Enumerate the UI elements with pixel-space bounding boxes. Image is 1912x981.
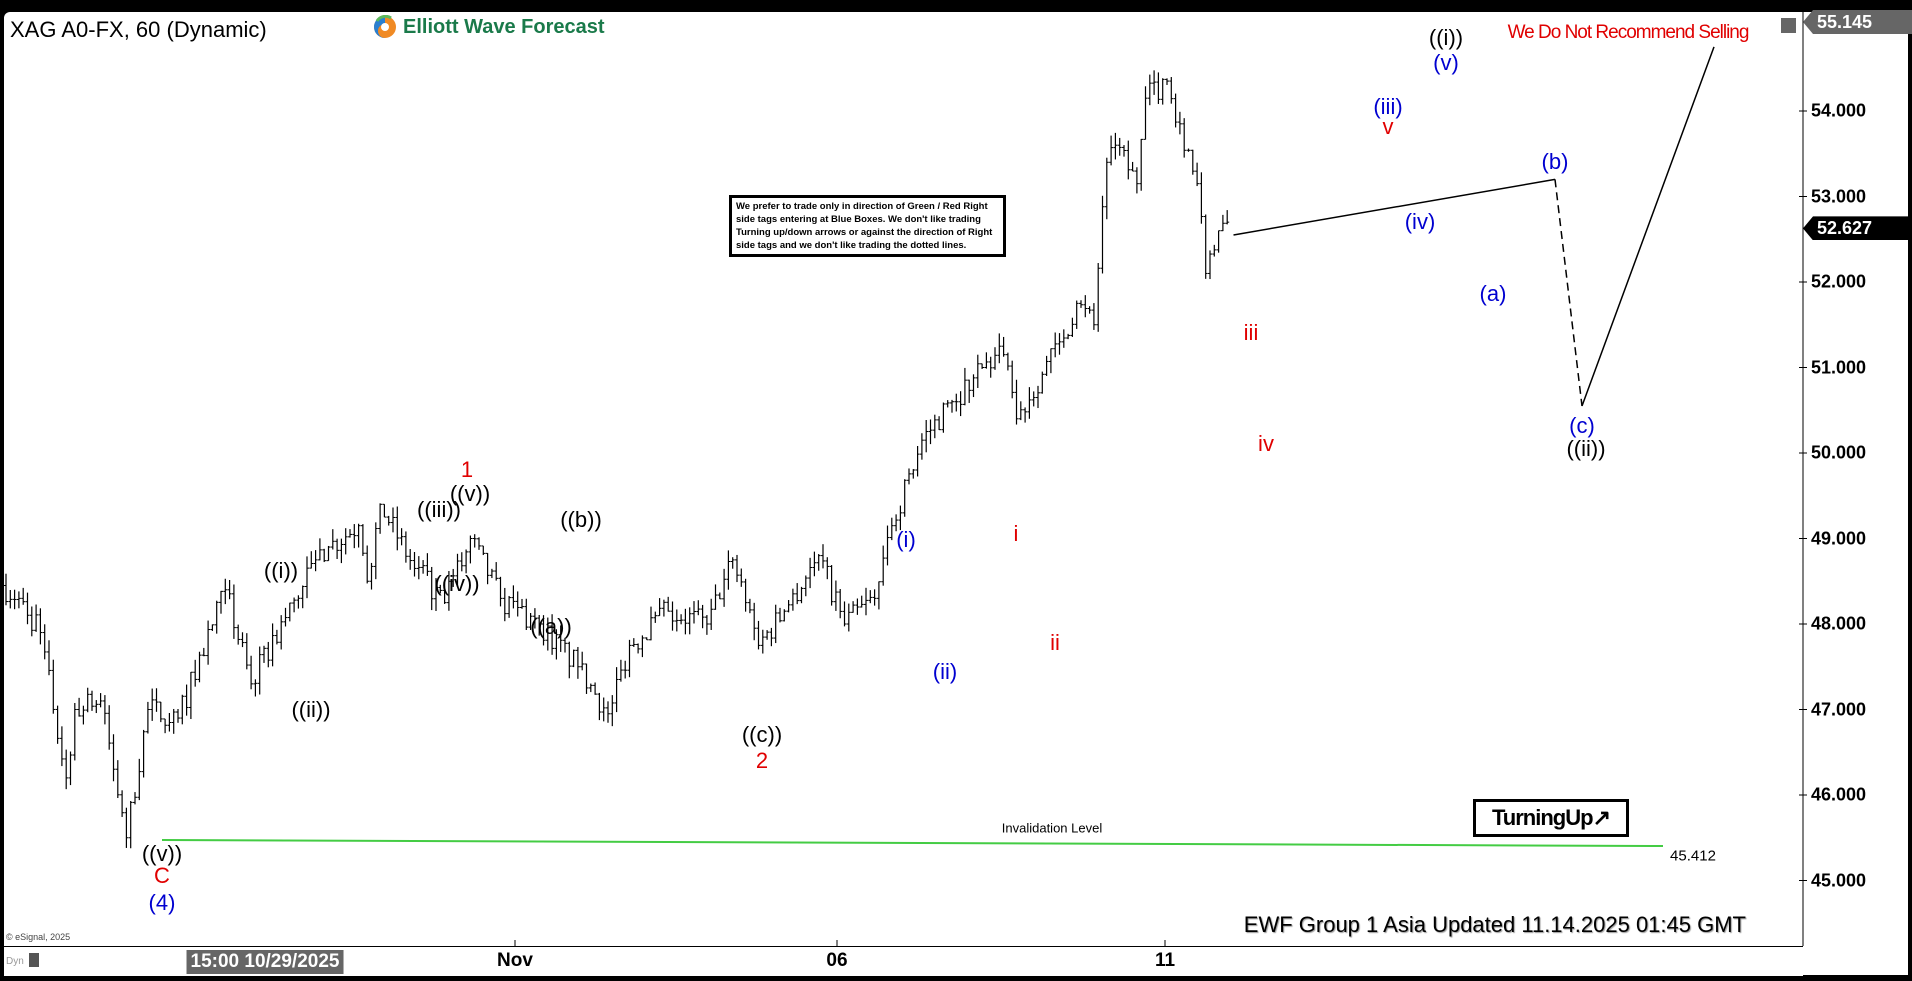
wave-label: ((b)) — [560, 507, 602, 532]
wave-label: ((i)) — [1428, 25, 1464, 50]
y-tick-label: 48.000 — [1811, 613, 1867, 634]
projection-line-b — [1233, 178, 1556, 236]
high-price-tag: 55.145 — [1803, 10, 1912, 34]
x-label-crosshair: 15:00 10/29/2025 — [186, 950, 344, 974]
y-tick-label: 50.000 — [1811, 442, 1867, 463]
wave-label: ((v)) — [449, 481, 491, 506]
logo-icon — [374, 15, 396, 38]
wave-label: (4) — [148, 890, 176, 915]
wave-label: (i) — [896, 527, 916, 552]
y-tick-label: 54.000 — [1811, 100, 1867, 121]
x-label-06: 06 — [826, 950, 848, 971]
wave-label: (iv) — [1404, 209, 1436, 234]
wave-label: ((c)) — [741, 722, 783, 747]
last-price-tag: 52.627 — [1803, 216, 1912, 241]
wave-label: ii — [1050, 630, 1060, 655]
wave-label: ((a)) — [530, 614, 572, 639]
arrow-up-right-icon: ↗ — [1592, 805, 1611, 830]
projection-line-target — [1581, 46, 1715, 407]
wave-label: (ii) — [932, 659, 958, 684]
turning-label: TurningUp — [1492, 805, 1594, 830]
wave-label: ((iii)) — [417, 497, 461, 522]
wave-label: (b) — [1541, 149, 1569, 174]
warning-text: We Do Not Recommend Selling — [1507, 22, 1750, 43]
wave-label: 2 — [755, 748, 769, 773]
restore-window-icon[interactable] — [1781, 18, 1796, 33]
y-tick-label: 53.000 — [1811, 186, 1867, 206]
wave-label: (iii) — [1373, 94, 1403, 119]
wave-label: (v) — [1433, 50, 1459, 75]
y-tick-label: 49.000 — [1811, 528, 1867, 548]
wave-label: ((ii)) — [291, 697, 331, 722]
logo: Elliott Wave Forecast — [373, 15, 605, 39]
update-stamp: EWF Group 1 Asia Updated 11.14.2025 01:4… — [1243, 912, 1746, 937]
invalidation-label: Invalidation Level — [1001, 820, 1103, 836]
copyright: © eSignal, 2025 — [6, 932, 71, 942]
lock-icon[interactable] — [29, 953, 39, 967]
y-tick-label: 46.000 — [1811, 784, 1867, 805]
wave-label: v — [1382, 114, 1394, 139]
wave-label: i — [1013, 521, 1019, 546]
chart-title: XAG A0-FX, 60 (Dynamic) — [10, 17, 267, 42]
wave-label: ((v)) — [141, 841, 183, 866]
invalidation-value: 45.412 — [1670, 847, 1716, 865]
logo-text: Elliott Wave Forecast — [403, 15, 605, 38]
wave-label: ((i)) — [263, 558, 299, 583]
chart-window — [4, 12, 1908, 975]
invalidation-line — [161, 839, 1664, 847]
x-label-nov: Nov — [497, 950, 533, 971]
turning-up-badge: TurningUp ↗ — [1473, 799, 1629, 837]
x-label-11: 11 — [1154, 950, 1176, 971]
wave-label: (a) — [1479, 281, 1507, 306]
wave-label: iv — [1258, 431, 1274, 456]
trading-notice: We prefer to trade only in direction of … — [729, 195, 1006, 257]
projection-line-c-dashed — [1554, 179, 1583, 407]
wave-label: 1 — [460, 457, 474, 482]
wave-label: ((iv)) — [434, 571, 480, 596]
y-tick-label: 52.000 — [1811, 271, 1867, 292]
dyn-label: Dyn — [6, 956, 24, 967]
wave-label: iii — [1243, 320, 1259, 345]
y-tick-label: 45.000 — [1811, 870, 1867, 890]
y-tick-label: 47.000 — [1811, 699, 1867, 719]
wave-label: C — [154, 863, 170, 888]
wave-label: ((ii)) — [1566, 436, 1606, 461]
y-tick-label: 51.000 — [1811, 357, 1867, 377]
wave-label: (c) — [1569, 413, 1595, 438]
